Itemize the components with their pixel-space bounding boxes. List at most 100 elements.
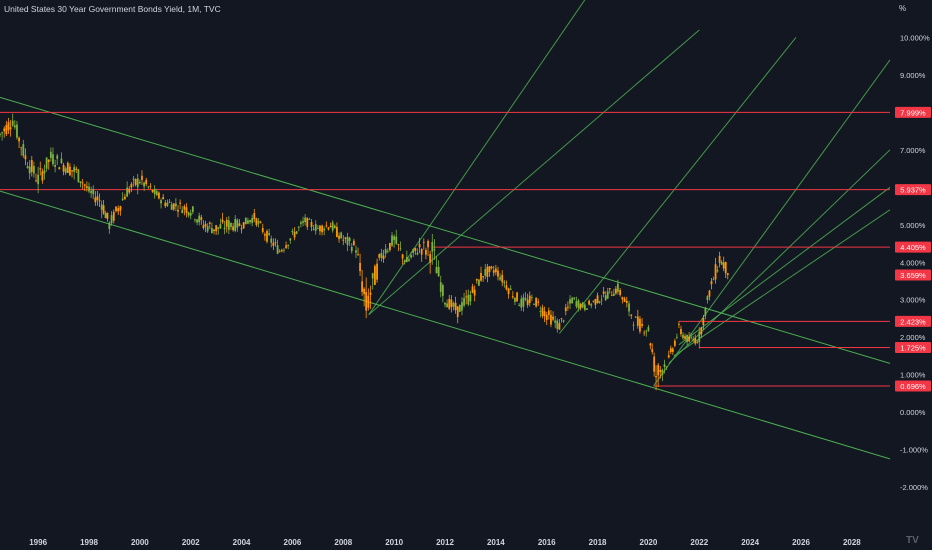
candle-body bbox=[446, 303, 449, 308]
level-label-badge bbox=[895, 241, 931, 253]
candle-body bbox=[121, 198, 124, 201]
ascending-line bbox=[559, 37, 797, 334]
candle-body bbox=[433, 249, 436, 251]
candle-body bbox=[92, 189, 95, 195]
candle-body bbox=[397, 244, 400, 246]
candle-body bbox=[153, 188, 156, 195]
candle-body bbox=[119, 206, 122, 211]
candle-body bbox=[215, 225, 218, 232]
candle-body bbox=[170, 204, 173, 210]
candle-body bbox=[651, 349, 654, 353]
candle-body bbox=[242, 222, 245, 229]
candle-body bbox=[543, 311, 546, 317]
y-tick-label: 9.000% bbox=[900, 71, 926, 80]
candle-body bbox=[363, 288, 366, 295]
candle-body bbox=[617, 283, 619, 292]
candle-body bbox=[628, 303, 630, 312]
candle-body bbox=[85, 186, 88, 188]
candle-body bbox=[58, 167, 61, 170]
candle-body bbox=[586, 308, 588, 310]
candle-body bbox=[484, 269, 487, 276]
candle-body bbox=[684, 336, 686, 339]
candle-body bbox=[401, 254, 404, 259]
candle-body bbox=[102, 205, 105, 214]
ascending-line bbox=[668, 149, 891, 364]
candle-body bbox=[535, 297, 538, 307]
candle-body bbox=[323, 228, 326, 231]
candle-body bbox=[359, 262, 361, 272]
candle-body bbox=[357, 254, 359, 255]
candle-body bbox=[700, 327, 703, 335]
candle-body bbox=[141, 175, 143, 181]
candle-body bbox=[665, 366, 668, 368]
candle-body bbox=[437, 266, 440, 277]
candle-body bbox=[7, 122, 10, 131]
candle-body bbox=[475, 279, 478, 281]
candle-body bbox=[304, 217, 307, 223]
candle-body bbox=[469, 294, 472, 302]
candle-body bbox=[623, 298, 626, 302]
candle-body bbox=[583, 304, 586, 310]
ascending-line bbox=[368, 0, 586, 315]
candle-body bbox=[20, 147, 23, 149]
candle-body bbox=[3, 128, 6, 132]
time-scale: 1996 1998 2000 2002 2004 2006 2008 2010 2012 2014… bbox=[29, 538, 861, 547]
candle-body bbox=[138, 182, 141, 184]
candle-body bbox=[482, 276, 485, 278]
candle-body bbox=[225, 219, 228, 227]
candle-body bbox=[458, 305, 461, 312]
candle-body bbox=[230, 222, 232, 227]
candle-body bbox=[716, 270, 719, 272]
level-label-text: 0.696% bbox=[900, 382, 926, 391]
candle-body bbox=[680, 328, 682, 335]
x-tick-label: 2024 bbox=[741, 538, 759, 547]
candle-body bbox=[480, 272, 482, 281]
candle-body bbox=[569, 299, 571, 304]
candle-body bbox=[108, 222, 111, 229]
candle-body bbox=[380, 252, 383, 258]
candle-body bbox=[162, 197, 165, 200]
candle-body bbox=[69, 166, 71, 176]
ascending-trend-lines bbox=[368, 0, 891, 387]
candle-body bbox=[132, 178, 135, 180]
candle-body bbox=[361, 281, 364, 292]
candle-body bbox=[712, 279, 715, 281]
candle-body bbox=[280, 250, 283, 252]
candle-body bbox=[558, 323, 561, 330]
candle-body bbox=[621, 297, 624, 300]
candle-body bbox=[714, 264, 717, 280]
candle-body bbox=[211, 227, 213, 233]
candle-body bbox=[236, 219, 239, 228]
candle-body bbox=[371, 273, 374, 279]
candle-body bbox=[35, 180, 37, 182]
candle-body bbox=[486, 266, 489, 277]
candle-body bbox=[54, 165, 56, 167]
candle-body bbox=[124, 196, 126, 200]
candle-body bbox=[204, 223, 207, 227]
candle-body bbox=[537, 301, 540, 303]
candle-body bbox=[641, 323, 643, 326]
candle-body bbox=[251, 217, 254, 223]
candle-body bbox=[355, 250, 357, 253]
candle-body bbox=[431, 242, 434, 252]
candle-body bbox=[200, 217, 203, 221]
x-tick-label: 2000 bbox=[131, 538, 149, 547]
candle-body bbox=[427, 240, 429, 248]
y-tick-label: 10.000% bbox=[900, 33, 930, 42]
candle-body bbox=[632, 324, 635, 326]
candle-body bbox=[268, 233, 271, 235]
candle-body bbox=[314, 224, 317, 231]
candle-body bbox=[329, 225, 332, 228]
candle-body bbox=[155, 191, 158, 196]
candle-body bbox=[143, 182, 145, 187]
y-tick-label: 4.000% bbox=[900, 258, 926, 267]
candle-body bbox=[554, 320, 557, 323]
candle-body bbox=[297, 226, 300, 228]
candle-body bbox=[134, 179, 137, 185]
candle-body bbox=[490, 266, 493, 269]
candle-body bbox=[219, 224, 222, 229]
candle-body bbox=[213, 229, 215, 232]
candle-body bbox=[724, 261, 727, 274]
candle-body bbox=[678, 324, 680, 325]
